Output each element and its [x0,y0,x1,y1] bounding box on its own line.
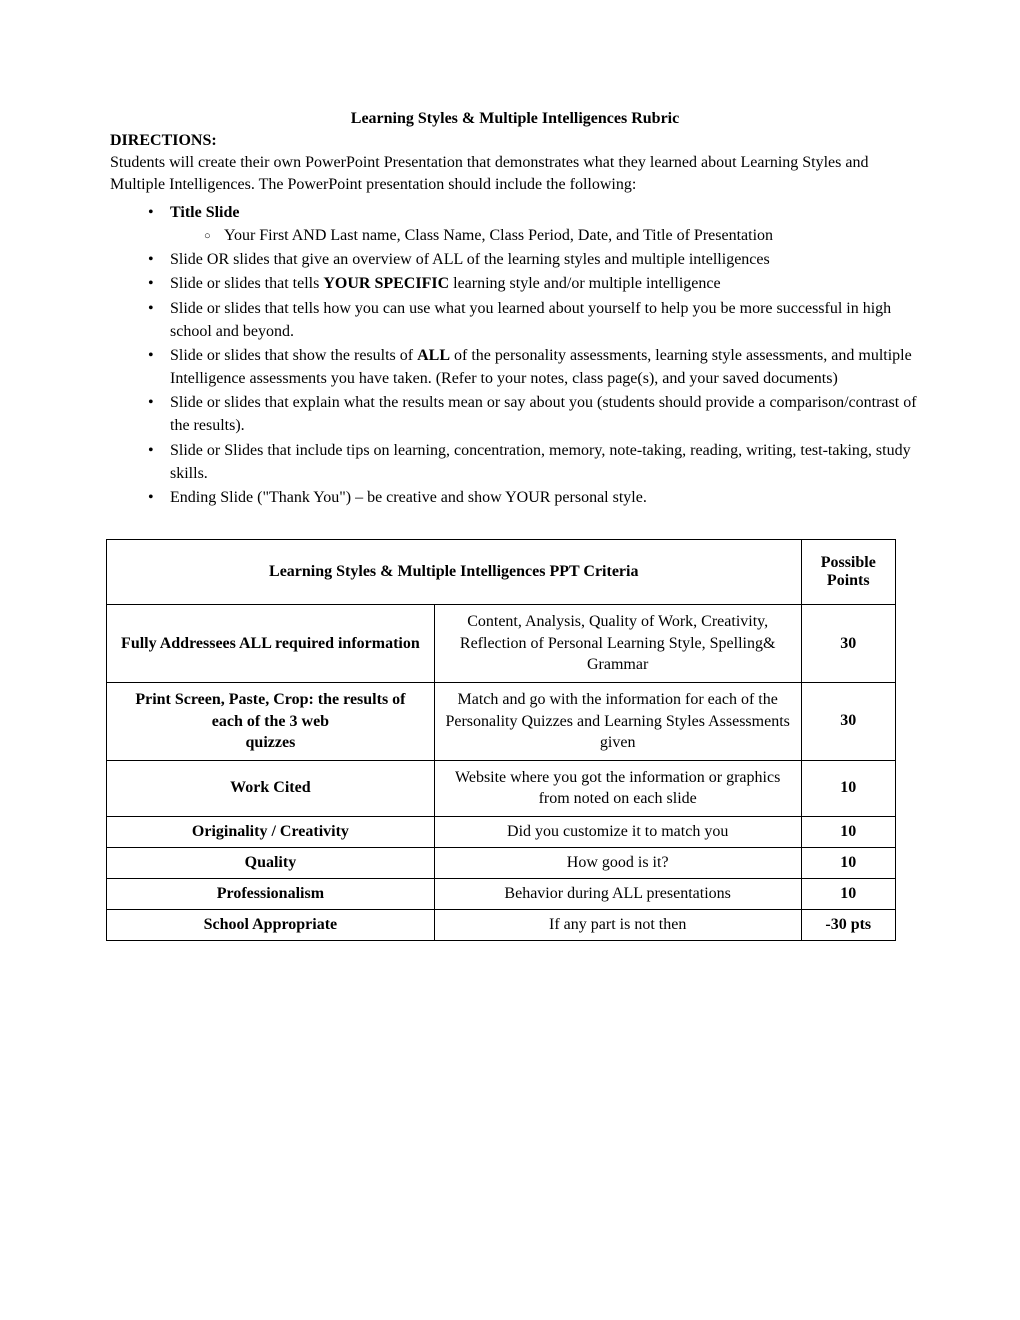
list-item: Slide or slides that explain what the re… [148,391,920,437]
description-cell: Did you customize it to match you [434,816,801,847]
description-cell: Match and go with the information for ea… [434,683,801,761]
criteria-cell: Quality [107,847,435,878]
text-line: quizzes [115,732,426,754]
criteria-cell: Professionalism [107,878,435,909]
header-points: Possible Points [801,540,895,605]
title-slide-label: Title Slide [170,204,240,221]
points-cell: 30 [801,683,895,761]
criteria-cell: Work Cited [107,760,435,816]
text-bold: ALL [417,347,450,364]
page-title: Learning Styles & Multiple Intelligences… [110,110,920,128]
criteria-cell: Print Screen, Paste, Crop: the results o… [107,683,435,761]
list-item: Slide or slides that show the results of… [148,344,920,390]
description-cell: Behavior during ALL presentations [434,878,801,909]
rubric-table: Learning Styles & Multiple Intelligences… [106,539,896,941]
criteria-cell: School Appropriate [107,909,435,940]
list-item: Slide or slides that tells how you can u… [148,297,920,343]
points-cell: 10 [801,760,895,816]
text-line: Print Screen, Paste, Crop: the results o… [115,689,426,711]
document-page: Learning Styles & Multiple Intelligences… [0,0,1020,1001]
table-row: Quality How good is it? 10 [107,847,896,878]
points-cell: 30 [801,605,895,683]
list-item: Ending Slide ("Thank You") – be creative… [148,486,920,509]
table-header-row: Learning Styles & Multiple Intelligences… [107,540,896,605]
table-row: Work Cited Website where you got the inf… [107,760,896,816]
list-item: Your First AND Last name, Class Name, Cl… [204,224,920,247]
description-cell: How good is it? [434,847,801,878]
list-item: Title Slide Your First AND Last name, Cl… [148,201,920,247]
list-item: Slide or slides that tells YOUR SPECIFIC… [148,272,920,295]
table-row: Fully Addressees ALL required informatio… [107,605,896,683]
text-fragment: Slide or slides that tells [170,275,323,292]
description-cell: Content, Analysis, Quality of Work, Crea… [434,605,801,683]
table-row: Professionalism Behavior during ALL pres… [107,878,896,909]
table-row: Print Screen, Paste, Crop: the results o… [107,683,896,761]
points-cell: 10 [801,847,895,878]
description-cell: If any part is not then [434,909,801,940]
criteria-cell: Fully Addressees ALL required informatio… [107,605,435,683]
header-criteria: Learning Styles & Multiple Intelligences… [107,540,802,605]
text-line: each of the 3 web [115,711,426,733]
directions-heading: DIRECTIONS: [110,132,920,150]
table-row: Originality / Creativity Did you customi… [107,816,896,847]
points-cell: 10 [801,878,895,909]
bullet-list: Title Slide Your First AND Last name, Cl… [110,201,920,509]
directions-paragraph: Students will create their own PowerPoin… [110,152,920,197]
list-item: Slide or Slides that include tips on lea… [148,439,920,485]
text-fragment: Slide or slides that show the results of [170,347,417,364]
table-row: School Appropriate If any part is not th… [107,909,896,940]
points-cell: -30 pts [801,909,895,940]
text-fragment: learning style and/or multiple intellige… [449,275,720,292]
points-cell: 10 [801,816,895,847]
description-cell: Website where you got the information or… [434,760,801,816]
criteria-cell: Originality / Creativity [107,816,435,847]
sub-list: Your First AND Last name, Class Name, Cl… [170,224,920,247]
text-bold: YOUR SPECIFIC [323,275,449,292]
list-item: Slide OR slides that give an overview of… [148,248,920,271]
